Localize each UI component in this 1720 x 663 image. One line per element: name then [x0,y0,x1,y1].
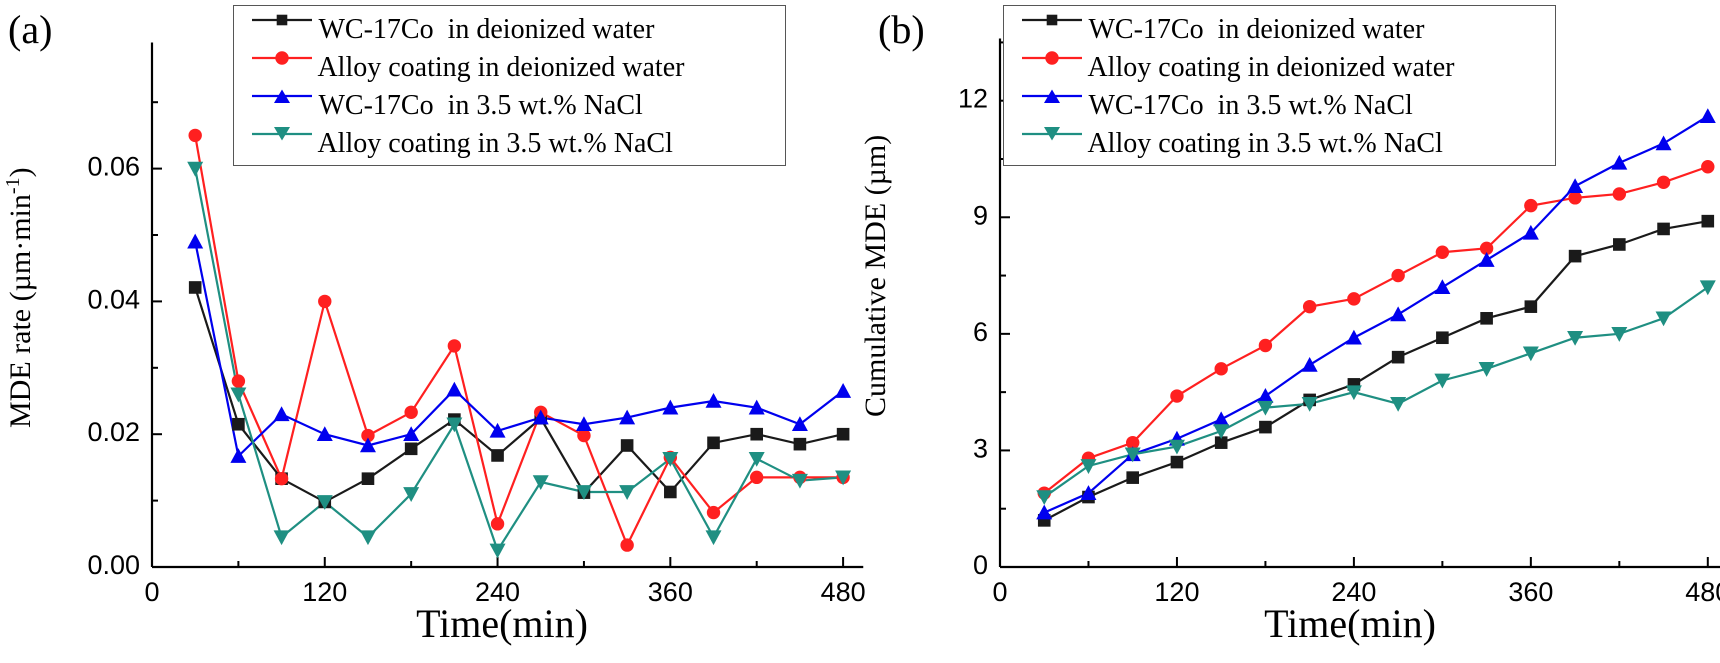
svg-text:12: 12 [958,84,988,114]
svg-text:3: 3 [973,433,988,463]
svg-text:360: 360 [1508,577,1553,607]
svg-text:0: 0 [973,550,988,580]
svg-text:0: 0 [992,577,1007,607]
svg-text:480: 480 [1685,577,1720,607]
svg-text:120: 120 [1154,577,1199,607]
svg-text:9: 9 [973,200,988,230]
svg-text:6: 6 [973,317,988,347]
